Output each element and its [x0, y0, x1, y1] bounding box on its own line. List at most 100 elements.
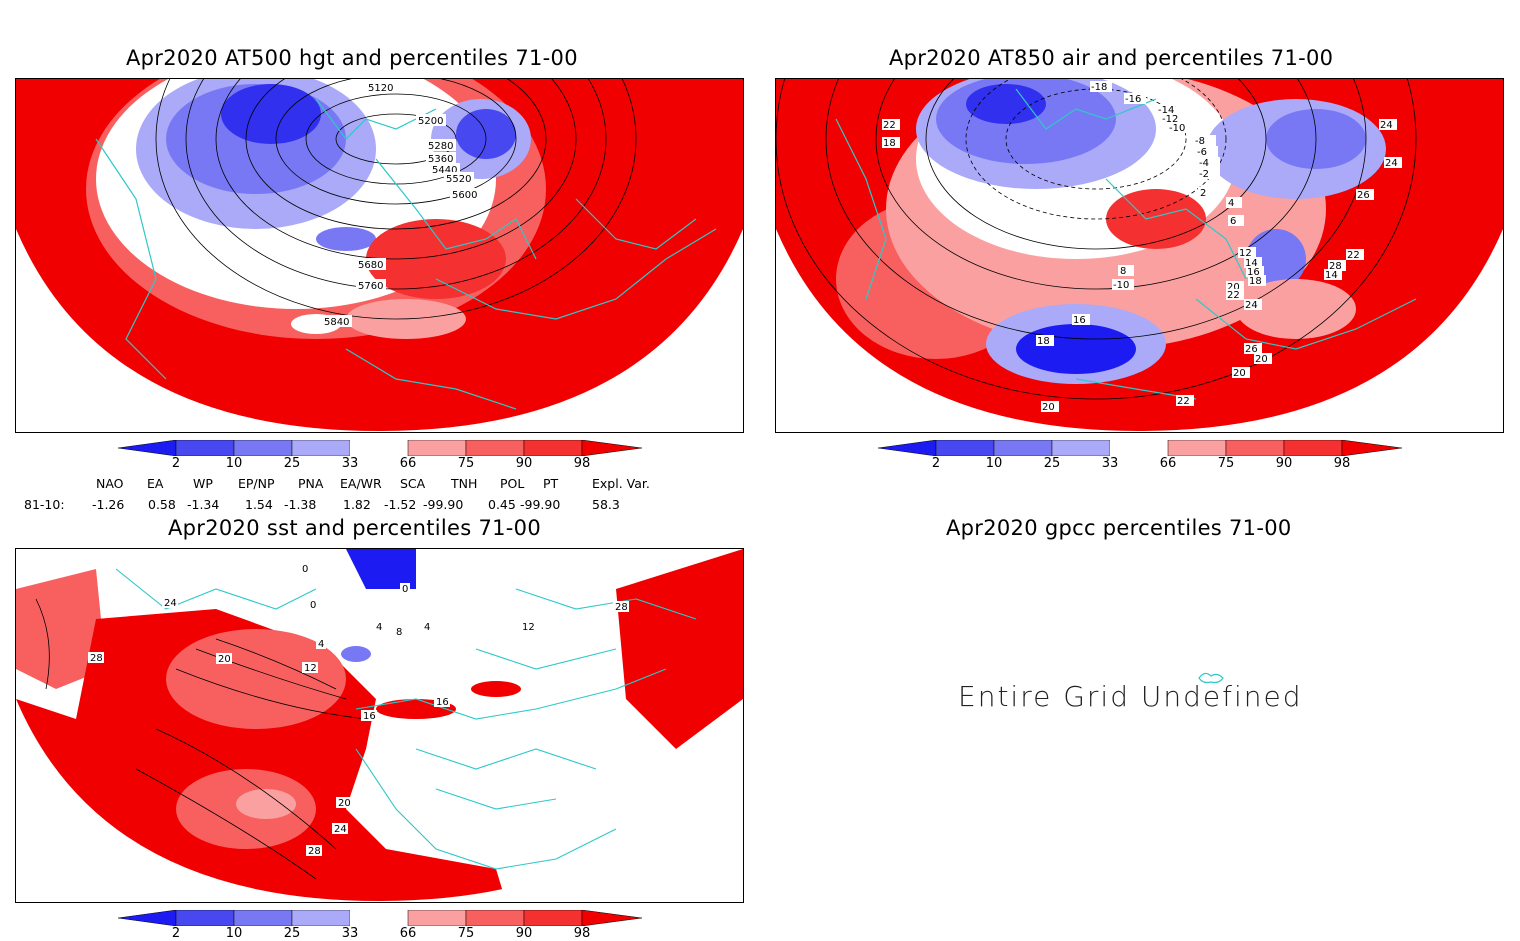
index-header: Expl. Var. — [592, 476, 650, 491]
contour-label: 16 — [436, 697, 449, 708]
colorbar-3: 2 10 25 33 66 75 90 98 — [117, 909, 643, 941]
colorbar-label: 2 — [171, 926, 181, 941]
contour-label: 20 — [1233, 368, 1246, 379]
contour-label: 16 — [363, 711, 376, 722]
index-value: 58.3 — [592, 497, 620, 512]
contour-label: 8 — [396, 627, 402, 638]
contour-label: -8 — [1195, 136, 1205, 147]
contour-label: 4 — [318, 639, 324, 650]
contour-label: 28 — [615, 602, 628, 613]
colorbar-label: 98 — [573, 456, 591, 471]
contour-label: -4 — [1199, 158, 1209, 169]
contour-label: 24 — [1380, 120, 1393, 131]
contour-label: -14 — [1158, 105, 1174, 116]
contour-label: 24 — [334, 824, 347, 835]
contour-label: 20 — [218, 654, 231, 665]
contour-label: 26 — [1245, 344, 1258, 355]
contour-label: 2 — [1200, 188, 1206, 199]
index-row-label: 81-10: — [24, 497, 65, 512]
contour-label: 14 — [1325, 270, 1338, 281]
contour-label: -6 — [1197, 147, 1207, 158]
colorbar-label: 10 — [225, 926, 243, 941]
contour-label: -10 — [1169, 123, 1185, 134]
colorbar-2: 2 10 25 33 66 75 90 98 — [877, 439, 1403, 476]
index-header: NAO — [96, 476, 124, 491]
index-value: -1.34 — [187, 497, 220, 512]
contour-label: 5280 — [428, 141, 453, 152]
contour-label: 5520 — [446, 174, 471, 185]
index-value: 1.82 — [343, 497, 371, 512]
colorbar-label: 33 — [341, 456, 359, 471]
contour-label: 22 — [883, 120, 896, 131]
map-sst: 0 0 0 4 4 8 4 12 20 16 16 24 28 20 24 28… — [15, 548, 744, 903]
colorbar-1: 2 10 25 33 66 75 90 98 — [117, 439, 643, 476]
colorbar-label: 25 — [283, 926, 301, 941]
index-header: EA/WR — [340, 476, 382, 491]
contour-label: 20 — [338, 798, 351, 809]
contour-label: 12 — [1239, 248, 1252, 259]
contour-label: 22 — [1177, 396, 1190, 407]
colorbar-label: 75 — [1217, 456, 1235, 471]
contour-label: -2 — [1199, 169, 1209, 180]
contour-label: -18 — [1091, 82, 1107, 93]
contour-label: 20 — [1227, 282, 1240, 293]
contour-label: 22 — [1347, 250, 1360, 261]
contour-label: 14 — [1245, 258, 1258, 269]
index-header: EA — [147, 476, 164, 491]
island-mark — [1198, 672, 1224, 684]
colorbar-label: 2 — [931, 456, 941, 471]
colorbar-swatches — [117, 439, 643, 457]
panel1-title: Apr2020 AT500 hgt and percentiles 71-00 — [126, 46, 578, 70]
colorbar-label: 33 — [1101, 456, 1119, 471]
index-header: WP — [193, 476, 213, 491]
index-value: -99.90 — [520, 497, 561, 512]
colorbar-label: 90 — [1275, 456, 1293, 471]
contour-label: 5360 — [428, 154, 453, 165]
colorbar-swatches — [117, 909, 643, 927]
colorbar-swatches — [877, 439, 1403, 457]
index-header: TNH — [451, 476, 478, 491]
contour-label: 24 — [164, 598, 177, 609]
contour-label: 4 — [376, 622, 382, 633]
contour-label: 4 — [424, 622, 430, 633]
index-header: EP/NP — [238, 476, 275, 491]
colorbar-label: 75 — [457, 926, 475, 941]
colorbar-label: 90 — [515, 926, 533, 941]
contour-label: 18 — [883, 138, 896, 149]
contour-label: 5600 — [452, 190, 477, 201]
panel3-title: Apr2020 sst and percentiles 71-00 — [168, 516, 541, 540]
contour-label: 22 — [1227, 290, 1240, 301]
index-value: -99.90 — [423, 497, 464, 512]
contour-label: 5120 — [368, 83, 393, 94]
colorbar-label: 90 — [515, 456, 533, 471]
contour-label: 6 — [1230, 216, 1236, 227]
contour-label: 12 — [522, 622, 535, 633]
map-500hgt: 5120 5200 5280 5360 5440 5520 5600 5680 … — [15, 78, 744, 433]
contour-label: -16 — [1125, 94, 1141, 105]
index-header: SCA — [400, 476, 426, 491]
colorbar-label: 25 — [283, 456, 301, 471]
contour-label: 5440 — [432, 165, 457, 176]
index-value: 0.45 — [488, 497, 516, 512]
colorbar-label: 10 — [225, 456, 243, 471]
contour-label: 28 — [90, 653, 103, 664]
index-value: -1.38 — [284, 497, 317, 512]
colorbar-label: 66 — [399, 926, 417, 941]
contour-label: 26 — [1357, 190, 1370, 201]
map-850air: -18 -16 -14 -12 -10 -8 -6 -4 -2 2 4 6 8 … — [775, 78, 1504, 433]
contour-label: 20 — [1042, 402, 1055, 413]
contour-label: 20 — [1255, 354, 1268, 365]
contour-label: 24 — [1385, 158, 1398, 169]
contour-label: 28 — [1329, 261, 1342, 272]
index-value: 1.54 — [245, 497, 273, 512]
colorbar-label: 98 — [573, 926, 591, 941]
contour-label: 16 — [1073, 315, 1086, 326]
contour-label: 18 — [1037, 336, 1050, 347]
contour-label: 8 — [1120, 266, 1126, 277]
colorbar-label: 25 — [1043, 456, 1061, 471]
contour-label: 5840 — [324, 317, 349, 328]
index-value: 0.58 — [148, 497, 176, 512]
index-value: -1.26 — [92, 497, 125, 512]
index-header: PT — [543, 476, 559, 491]
contour-label: 5760 — [358, 281, 383, 292]
